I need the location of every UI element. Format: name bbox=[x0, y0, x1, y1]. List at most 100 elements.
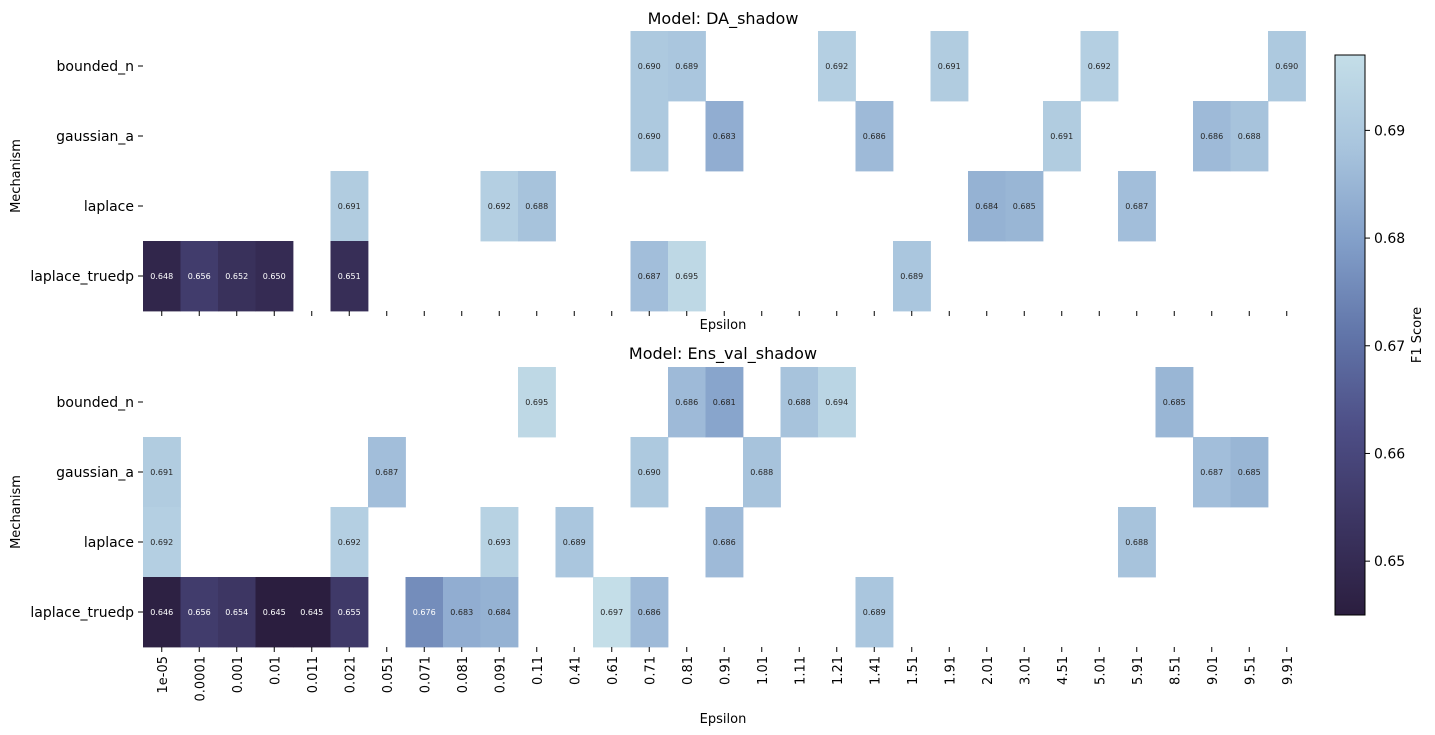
heatmap-cell-rect bbox=[1230, 101, 1269, 172]
heatmap-cell: 0.683 bbox=[705, 101, 744, 172]
heatmap-cell-rect bbox=[330, 507, 369, 578]
heatmap-cell: 0.685 bbox=[1230, 437, 1269, 508]
x-tick-label: 1.11 bbox=[793, 656, 808, 685]
heatmap-cells: 0.695 0.686 0.681 0.688 0.694 0.685 0.691 0.687… bbox=[143, 367, 1269, 648]
heatmap-cell: 0.676 bbox=[405, 577, 444, 648]
heatmap-cell-rect bbox=[180, 241, 219, 312]
y-tick-label: gaussian_a bbox=[56, 465, 134, 481]
heatmap-cell: 0.648 bbox=[143, 241, 181, 312]
cell-value-label: 0.681 bbox=[713, 398, 736, 407]
x-tick-label: 0.41 bbox=[568, 656, 583, 685]
heatmap-cell-rect bbox=[1268, 31, 1306, 102]
cell-value-label: 0.683 bbox=[450, 608, 473, 617]
y-tick-label: gaussian_a bbox=[56, 129, 134, 145]
cell-value-label: 0.648 bbox=[150, 272, 173, 281]
cell-value-label: 0.690 bbox=[1275, 62, 1298, 71]
colorbar-label: F1 Score bbox=[1410, 307, 1425, 363]
x-tick-label: 0.011 bbox=[306, 656, 321, 693]
cell-value-label: 0.645 bbox=[263, 608, 286, 617]
heatmap-cell: 0.656 bbox=[180, 577, 219, 648]
heatmap-cell-rect bbox=[143, 241, 181, 312]
x-tick-label: 9.91 bbox=[1281, 656, 1296, 685]
heatmap-cell: 0.692 bbox=[480, 171, 519, 242]
heatmap-cells: 0.690 0.689 0.692 0.691 0.692 0.690 0.690 0.683… bbox=[143, 31, 1306, 312]
cell-value-label: 0.650 bbox=[263, 272, 286, 281]
heatmap-cell-rect bbox=[818, 367, 856, 438]
heatmap-cell: 0.656 bbox=[180, 241, 219, 312]
heatmap-cell: 0.686 bbox=[630, 577, 669, 648]
heatmap-cell-rect bbox=[630, 437, 669, 508]
x-tick-label: 4.51 bbox=[1056, 656, 1071, 685]
x-tick-label: 2.01 bbox=[981, 656, 996, 685]
heatmap-cell: 0.690 bbox=[630, 437, 669, 508]
y-tick-label: laplace_truedp bbox=[30, 605, 134, 621]
cell-value-label: 0.651 bbox=[338, 272, 361, 281]
heatmap-cell-rect bbox=[555, 507, 594, 578]
y-tick-label: laplace bbox=[84, 199, 134, 215]
heatmap-cell-rect bbox=[218, 577, 256, 648]
heatmap-cell: 0.691 bbox=[1043, 101, 1081, 172]
heatmap-cell-rect bbox=[518, 367, 556, 438]
cell-value-label: 0.689 bbox=[563, 538, 586, 547]
cell-value-label: 0.692 bbox=[825, 62, 848, 71]
cell-value-label: 0.688 bbox=[750, 468, 773, 477]
heatmap-cell-rect bbox=[855, 577, 894, 648]
heatmap-cell: 0.686 bbox=[705, 507, 744, 578]
heatmap-cell: 0.681 bbox=[705, 367, 744, 438]
x-tick-label: 0.071 bbox=[418, 656, 433, 693]
x-tick-label: 1.91 bbox=[943, 656, 958, 685]
cell-value-label: 0.645 bbox=[300, 608, 323, 617]
cell-value-label: 0.691 bbox=[1050, 132, 1073, 141]
x-tick-label: 5.91 bbox=[1131, 656, 1146, 685]
x-tick-label: 0.081 bbox=[456, 656, 471, 693]
y-tick-label: bounded_n bbox=[57, 395, 134, 411]
heatmap-cell: 0.692 bbox=[1080, 31, 1119, 102]
x-tick-label: 5.01 bbox=[1093, 656, 1108, 685]
y-tick-label: laplace_truedp bbox=[30, 269, 134, 285]
heatmap-cell-rect bbox=[1043, 101, 1081, 172]
heatmap-cell-rect bbox=[180, 577, 219, 648]
colorbar-tick-label: 0.65 bbox=[1374, 554, 1405, 570]
heatmap-cell-rect bbox=[705, 101, 744, 172]
heatmap-cell: 0.688 bbox=[743, 437, 781, 508]
panel-title: Model: Ens_val_shadow bbox=[629, 344, 817, 364]
heatmap-cell-rect bbox=[143, 437, 181, 508]
cell-value-label: 0.695 bbox=[525, 398, 548, 407]
colorbar: 0.65 0.66 0.67 0.68 0.69 F1 Score bbox=[1334, 54, 1425, 616]
x-tick-label: 8.51 bbox=[1168, 656, 1183, 685]
x-tick-label: 0.0001 bbox=[193, 656, 208, 702]
cell-value-label: 0.689 bbox=[900, 272, 923, 281]
cell-value-label: 0.687 bbox=[1125, 202, 1148, 211]
heatmap-cell-rect bbox=[705, 367, 744, 438]
heatmap-cell: 0.686 bbox=[1193, 101, 1231, 172]
x-tick-label: 1.51 bbox=[906, 656, 921, 685]
cell-value-label: 0.691 bbox=[938, 62, 961, 71]
y-axis-label: Mechanism bbox=[9, 139, 24, 213]
cell-value-label: 0.685 bbox=[1163, 398, 1186, 407]
heatmap-cell: 0.687 bbox=[1118, 171, 1156, 242]
heatmap-cell-rect bbox=[630, 31, 669, 102]
heatmap-cell: 0.687 bbox=[1193, 437, 1231, 508]
heatmap-panel-da-shadow: Model: DA_shadow Mechanism Epsilon 0.690… bbox=[9, 9, 1306, 333]
colorbar-tick-label: 0.66 bbox=[1374, 446, 1405, 462]
x-tick-label: 3.01 bbox=[1018, 656, 1033, 685]
heatmap-cell: 0.688 bbox=[1118, 507, 1156, 578]
heatmap-cell: 0.684 bbox=[480, 577, 519, 648]
heatmap-cell-rect bbox=[480, 577, 519, 648]
heatmap-cell-rect bbox=[293, 577, 331, 648]
x-tick-label: 0.71 bbox=[643, 656, 658, 685]
heatmap-cell-rect bbox=[218, 241, 256, 312]
heatmap-cell: 0.689 bbox=[555, 507, 594, 578]
cell-value-label: 0.693 bbox=[488, 538, 511, 547]
heatmap-cell-rect bbox=[368, 437, 406, 508]
colorbar-ticks: 0.65 0.66 0.67 0.68 0.69 bbox=[1365, 123, 1405, 570]
heatmap-cell: 0.687 bbox=[368, 437, 406, 508]
cell-value-label: 0.695 bbox=[675, 272, 698, 281]
cell-value-label: 0.697 bbox=[600, 608, 623, 617]
x-tick-label: 1.21 bbox=[831, 656, 846, 685]
x-tick-label: 9.01 bbox=[1206, 656, 1221, 685]
heatmap-cell: 0.645 bbox=[293, 577, 331, 648]
cell-value-label: 0.676 bbox=[413, 608, 436, 617]
heatmap-cell: 0.688 bbox=[1230, 101, 1269, 172]
